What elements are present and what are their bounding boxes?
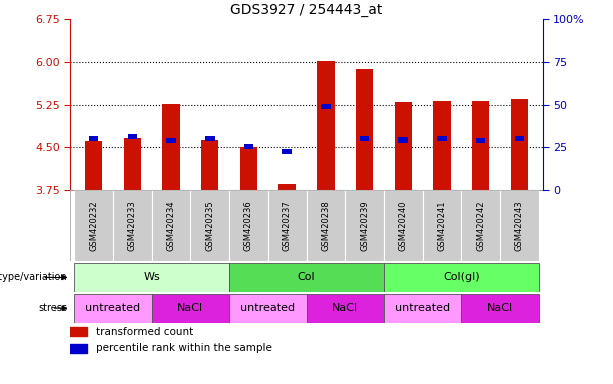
Bar — [244, 144, 253, 149]
Text: NaCl: NaCl — [332, 303, 358, 313]
Text: stress: stress — [39, 303, 67, 313]
Bar — [152, 294, 229, 323]
Bar — [321, 104, 330, 109]
Text: GSM420238: GSM420238 — [321, 200, 330, 251]
Text: NaCl: NaCl — [177, 303, 204, 313]
Bar — [345, 190, 384, 261]
Bar — [113, 190, 152, 261]
Text: NaCl: NaCl — [487, 303, 513, 313]
Bar — [306, 190, 345, 261]
Bar — [437, 136, 447, 141]
Text: Ws: Ws — [143, 272, 160, 283]
Bar — [201, 140, 218, 190]
Bar — [433, 101, 451, 190]
Text: GSM420232: GSM420232 — [89, 200, 98, 251]
Bar — [229, 190, 268, 261]
Text: GSM420236: GSM420236 — [244, 200, 253, 251]
Bar — [384, 190, 422, 261]
Bar — [229, 263, 384, 292]
Bar — [152, 190, 191, 261]
Text: untreated: untreated — [240, 303, 295, 313]
Text: GSM420241: GSM420241 — [438, 200, 446, 251]
Bar — [74, 294, 152, 323]
Bar — [384, 263, 539, 292]
Bar — [166, 138, 176, 143]
Bar — [356, 69, 373, 190]
Bar — [70, 327, 88, 336]
Text: untreated: untreated — [85, 303, 140, 313]
Bar — [514, 136, 524, 141]
Text: Col(gl): Col(gl) — [443, 272, 479, 283]
Bar — [85, 141, 102, 190]
Text: genotype/variation: genotype/variation — [0, 272, 67, 283]
Text: GSM420239: GSM420239 — [360, 200, 369, 251]
Text: percentile rank within the sample: percentile rank within the sample — [96, 343, 272, 353]
Bar — [422, 190, 461, 261]
Bar — [240, 147, 257, 190]
Text: GSM420243: GSM420243 — [515, 200, 524, 251]
Bar — [74, 190, 113, 261]
Text: GSM420237: GSM420237 — [283, 200, 292, 251]
Bar — [205, 136, 215, 141]
Text: Col: Col — [298, 272, 315, 283]
Bar — [74, 263, 229, 292]
Bar — [511, 99, 528, 190]
Bar — [278, 184, 296, 190]
Bar — [476, 138, 485, 143]
Bar — [398, 137, 408, 142]
Text: GSM420235: GSM420235 — [205, 200, 215, 251]
Text: GSM420240: GSM420240 — [398, 200, 408, 251]
Text: GSM420233: GSM420233 — [128, 200, 137, 251]
Bar — [461, 294, 539, 323]
Bar — [306, 294, 384, 323]
Bar — [360, 136, 369, 141]
Bar — [395, 103, 412, 190]
Text: transformed count: transformed count — [96, 326, 193, 336]
Bar — [472, 101, 489, 190]
Bar — [500, 190, 539, 261]
Bar — [268, 190, 306, 261]
Bar — [124, 138, 141, 190]
Text: GSM420242: GSM420242 — [476, 200, 485, 251]
Bar — [89, 136, 99, 141]
Bar — [461, 190, 500, 261]
Text: GSM420234: GSM420234 — [167, 200, 175, 251]
Bar — [191, 190, 229, 261]
Title: GDS3927 / 254443_at: GDS3927 / 254443_at — [230, 3, 383, 17]
Bar — [162, 104, 180, 190]
Bar — [384, 294, 461, 323]
Bar — [229, 294, 306, 323]
Bar — [317, 61, 335, 190]
Text: untreated: untreated — [395, 303, 450, 313]
Bar — [283, 149, 292, 154]
Bar — [70, 344, 88, 353]
Bar — [128, 134, 137, 139]
